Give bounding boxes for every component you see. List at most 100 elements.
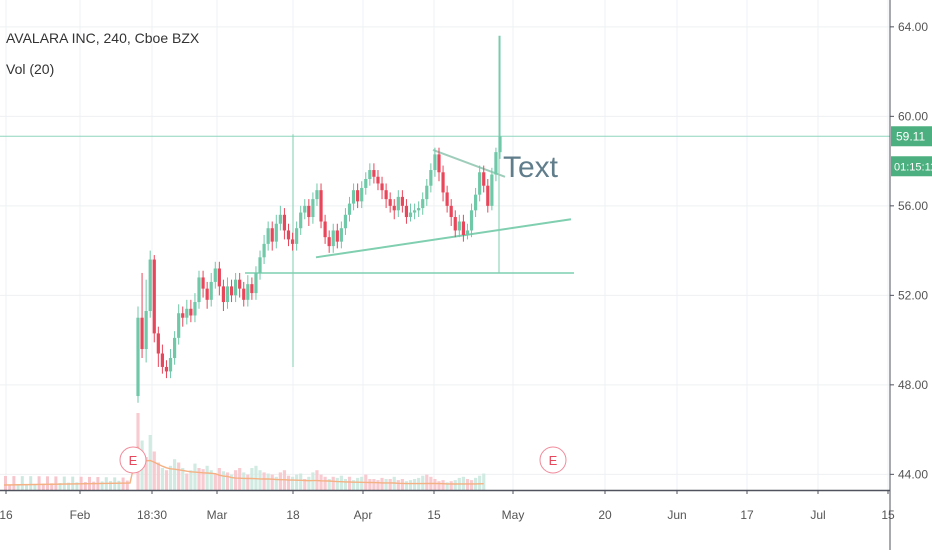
- volume-bar: [201, 469, 205, 490]
- volume-bar: [368, 479, 372, 490]
- lower-trendline[interactable]: [315, 218, 572, 259]
- candle-body: [295, 228, 299, 244]
- candle-body: [164, 366, 169, 372]
- volume-bar: [209, 470, 213, 490]
- volume-bar: [478, 475, 482, 490]
- candle-body: [494, 152, 498, 175]
- candle-body: [490, 174, 494, 206]
- candle-body: [234, 279, 238, 296]
- candle-body: [307, 205, 311, 218]
- volume-bar: [197, 468, 201, 490]
- volume-bar: [164, 470, 169, 490]
- volume-bar: [445, 482, 449, 490]
- candles: [136, 35, 502, 403]
- candle-body: [185, 308, 189, 318]
- volume-bar: [148, 435, 152, 490]
- volume-bar: [242, 472, 246, 490]
- candle-body: [417, 208, 421, 211]
- candle-body: [343, 214, 348, 229]
- candle-body: [229, 286, 234, 296]
- y-tick-label: 56.00: [898, 199, 928, 213]
- candle-body: [364, 178, 368, 188]
- candle-body: [168, 357, 173, 372]
- volume-bar: [213, 473, 217, 490]
- candle-body: [266, 228, 270, 244]
- annotation-text[interactable]: Text: [503, 151, 559, 184]
- y-tick-label: 44.00: [898, 467, 928, 481]
- x-tick-label: 15: [427, 508, 441, 522]
- volume-bar: [4, 476, 7, 490]
- volume-bar: [185, 473, 189, 490]
- candle-body: [408, 212, 413, 218]
- candle-body: [181, 313, 185, 318]
- last-price-badge: [891, 126, 932, 147]
- volume-bar: [50, 483, 54, 490]
- candle-body: [148, 259, 152, 312]
- volume-bar: [100, 481, 104, 490]
- volume-bar: [225, 472, 230, 490]
- upper-trendline[interactable]: [432, 148, 506, 178]
- volume-bar: [360, 476, 364, 490]
- volume-bar: [181, 468, 185, 490]
- candle-body: [465, 230, 470, 235]
- volume-bar: [343, 479, 348, 490]
- candle-body: [421, 199, 425, 209]
- x-tick-label: 20: [598, 508, 612, 522]
- candle-body: [152, 259, 156, 334]
- earnings-marker-circle: [539, 446, 567, 474]
- volume-bar: [319, 474, 323, 490]
- volume-bar: [16, 484, 20, 490]
- candle-body: [225, 286, 230, 303]
- volume-bar: [290, 476, 295, 490]
- volume-bar: [168, 465, 173, 490]
- volume-bar: [356, 477, 360, 490]
- volume-bar: [83, 482, 87, 490]
- countdown-badge: [891, 156, 932, 177]
- volume-bar: [469, 480, 474, 490]
- volume-bar: [437, 481, 441, 490]
- candle-body: [445, 192, 449, 206]
- x-tick-label: Feb: [70, 508, 91, 522]
- y-tick-label: 48.00: [898, 378, 928, 392]
- volume-bar: [221, 471, 226, 490]
- volume-bar: [323, 476, 327, 490]
- candle-body: [189, 308, 193, 316]
- x-tick-label: Jul: [810, 508, 825, 522]
- candle-body: [177, 313, 181, 338]
- x-tick-label: 15: [881, 508, 895, 522]
- volume-bar: [453, 480, 457, 490]
- x-tick-label: 17: [740, 508, 754, 522]
- candle-body: [160, 353, 165, 367]
- candle-body: [469, 210, 474, 231]
- candle-body: [453, 217, 457, 231]
- volume-bar: [125, 480, 129, 490]
- candle-body: [437, 154, 441, 173]
- earnings-marker[interactable]: E: [539, 446, 567, 474]
- volume-indicator-label[interactable]: Vol (20): [6, 61, 54, 77]
- volume-bar: [421, 475, 425, 490]
- drawings[interactable]: [0, 35, 890, 367]
- volume-bar: [262, 472, 266, 490]
- candle-body: [217, 268, 221, 287]
- candle-body: [425, 185, 429, 200]
- candle-body: [384, 190, 388, 200]
- volume-bar: [12, 476, 16, 490]
- candle-body: [429, 170, 433, 186]
- x-tick-label: 18:30: [137, 508, 167, 522]
- earnings-marker-label: E: [549, 453, 558, 468]
- candle-body: [376, 176, 380, 184]
- volume-bar: [270, 474, 274, 490]
- candle-body: [347, 203, 352, 215]
- x-tick-label: 16: [0, 508, 13, 522]
- volume-bar: [266, 473, 270, 490]
- candle-body: [262, 243, 266, 258]
- earnings-marker[interactable]: E: [119, 446, 147, 474]
- candle-body: [461, 221, 465, 235]
- candle-body: [388, 199, 392, 206]
- volume-ma-line: [3, 445, 484, 486]
- last-price-label: 59.11: [896, 129, 925, 143]
